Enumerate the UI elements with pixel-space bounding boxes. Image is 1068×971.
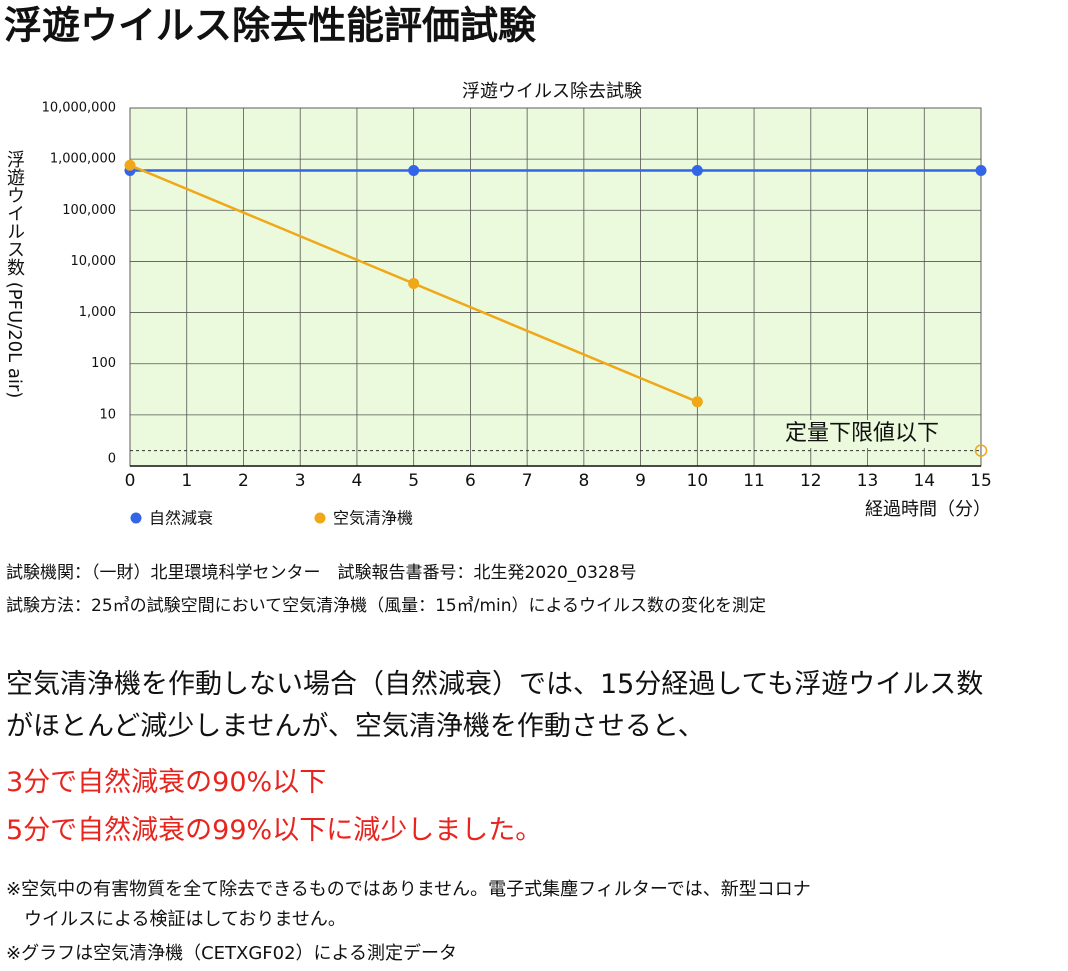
note: ※グラフは空気清浄機（CETXGF02）による測定データ — [6, 943, 458, 964]
x-tick-label: 15 — [970, 471, 992, 491]
x-tick-label: 0 — [125, 471, 136, 491]
x-tick-label: 9 — [635, 471, 646, 491]
source-lab: 試験機関：（一財）北里環境科学センター 試験報告書番号：北生発2020_0328… — [6, 563, 637, 583]
note: ※空気中の有害物質を全て除去できるものではありません。電子式集塵フィルターでは、… — [6, 879, 811, 900]
note: ウイルスによる検証はしておりません。 — [6, 909, 346, 930]
x-tick-label: 6 — [465, 471, 476, 491]
highlight-line: 3分で自然減衰の90%以下 — [6, 767, 327, 798]
y-tick-label: 0 — [108, 452, 116, 467]
y-tick-label: 1,000,000 — [50, 152, 116, 167]
y-tick-label: 10,000 — [71, 254, 117, 269]
data-point — [124, 159, 136, 171]
x-tick-label: 10 — [687, 471, 709, 491]
legend-marker — [314, 512, 326, 524]
x-tick-label: 2 — [238, 471, 249, 491]
data-point — [691, 164, 703, 176]
x-tick-label: 5 — [408, 471, 419, 491]
data-point — [975, 164, 987, 176]
x-tick-label: 14 — [913, 471, 935, 491]
x-tick-label: 8 — [578, 471, 589, 491]
y-tick-label: 10,000,000 — [42, 101, 116, 116]
x-axis-label: 経過時間（分） — [865, 499, 991, 520]
x-tick-label: 11 — [743, 471, 765, 491]
source-method: 試験方法：25㎥の試験空間において空気清浄機（風量：15㎥/min）によるウイル… — [6, 596, 767, 616]
x-tick-label: 3 — [295, 471, 306, 491]
y-tick-label: 1,000 — [79, 305, 116, 320]
plot-background — [129, 107, 982, 467]
chart-title: 浮遊ウイルス除去試験 — [462, 81, 642, 102]
legend-marker — [130, 512, 142, 524]
x-tick-label: 12 — [800, 471, 822, 491]
x-tick-label: 1 — [181, 471, 192, 491]
limit-label-bg — [764, 420, 964, 448]
y-tick-label: 10 — [99, 407, 116, 422]
y-axis-label: 浮遊ウイルス数 (PFU/20L air) — [4, 150, 25, 398]
y-tick-label: 100,000 — [62, 203, 116, 218]
x-tick-label: 13 — [857, 471, 879, 491]
body-line: がほとんど減少しませんが、空気清浄機を作動させると、 — [6, 711, 705, 742]
chart: 浮遊ウイルス除去性能評価試験 浮遊ウイルス除去試験 経過時間（分） 浮遊ウイルス… — [4, 4, 992, 528]
data-point — [691, 396, 703, 408]
body-line: 空気清浄機を作動しない場合（自然減衰）では、15分経過しても浮遊ウイルス数 — [6, 669, 984, 700]
limit-marker — [974, 444, 988, 457]
legend-label: 空気清浄機 — [333, 509, 413, 528]
highlight-line: 5分で自然減衰の99%以下に減少しました。 — [6, 815, 543, 846]
x-tick-label: 4 — [352, 471, 363, 491]
limit-label: 定量下限値以下 — [785, 421, 939, 446]
x-tick-label: 7 — [522, 471, 533, 491]
y-tick-label: 100 — [91, 356, 116, 371]
page-title: 浮遊ウイルス除去性能評価試験 — [4, 4, 537, 48]
data-point — [408, 278, 420, 290]
data-point — [408, 164, 420, 176]
legend-label: 自然減衰 — [149, 509, 213, 528]
